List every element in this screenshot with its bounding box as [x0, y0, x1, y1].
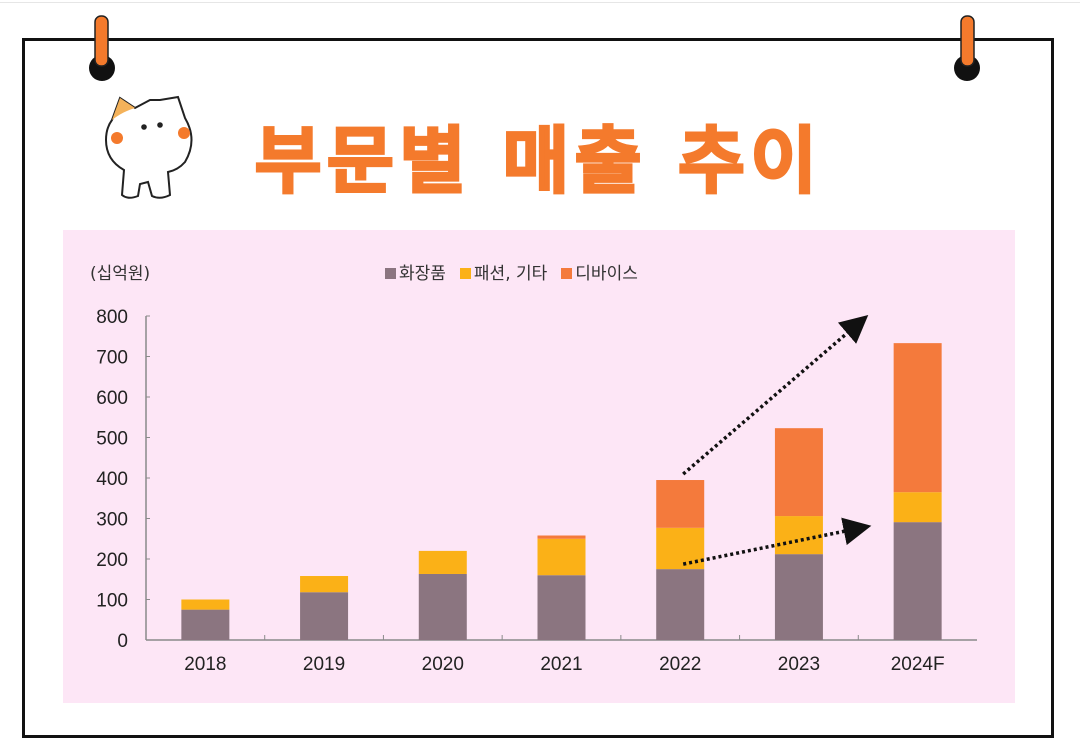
legend-swatch: [561, 268, 573, 279]
pin-right-icon: [954, 15, 980, 81]
legend: 화장품 패션, 기타 디바이스: [385, 259, 638, 284]
cat-mascot-icon: [104, 95, 193, 199]
bar-2021-패션, 기타: [537, 538, 586, 576]
bar-2019-화장품: [300, 592, 349, 640]
board-frame: [22, 38, 1054, 738]
pin-left-icon: [89, 15, 115, 81]
x-tick-label: 2021: [540, 654, 582, 675]
bar-2024F-패션, 기타: [893, 492, 942, 523]
top-divider: [0, 2, 1080, 3]
bar-2021-디바이스: [537, 535, 586, 539]
legend-item-device: 디바이스: [561, 259, 638, 284]
bar-2023-디바이스: [774, 428, 823, 517]
y-tick-label: 100: [96, 591, 128, 612]
page-title: 부문별 매출 추이: [254, 118, 823, 205]
x-tick-label: 2022: [659, 654, 701, 675]
y-tick-label: 400: [96, 469, 128, 490]
bar-2018-패션, 기타: [181, 599, 230, 610]
y-tick-label: 700: [96, 348, 128, 369]
bar-2020-화장품: [418, 573, 467, 640]
y-tick-label: 600: [96, 388, 128, 409]
legend-item-cosmetics: 화장품: [385, 259, 446, 284]
bar-2024F-디바이스: [893, 343, 942, 493]
y-tick-label: 800: [96, 307, 128, 328]
bar-2020-패션, 기타: [418, 550, 467, 574]
y-tick-label: 0: [117, 631, 128, 652]
x-tick-label: 2023: [778, 654, 820, 675]
x-tick-label: 2019: [303, 654, 345, 675]
x-tick-label: 2024F: [891, 654, 945, 675]
trend-arrow-cosmetics: [682, 517, 872, 566]
y-tick-label: 500: [96, 429, 128, 450]
legend-swatch: [385, 268, 396, 279]
bar-2021-화장품: [537, 575, 586, 640]
legend-swatch: [459, 268, 471, 279]
x-tick-label: 2020: [422, 654, 464, 675]
bar-2023-화장품: [774, 554, 823, 640]
y-tick-label: 200: [96, 550, 128, 571]
bar-2022-디바이스: [656, 480, 705, 528]
legend-item-fashion: 패션, 기타: [459, 259, 547, 284]
trend-arrow-device: [682, 314, 869, 476]
y-axis-unit-label: (십억원): [90, 264, 151, 284]
bar-2018-화장품: [181, 609, 230, 640]
bar-2019-패션, 기타: [300, 576, 349, 593]
bar-2023-패션, 기타: [774, 516, 823, 555]
x-tick-label: 2018: [184, 654, 226, 675]
bar-2024F-화장품: [893, 522, 942, 640]
y-tick-label: 300: [96, 510, 128, 531]
bar-2022-화장품: [656, 569, 705, 640]
